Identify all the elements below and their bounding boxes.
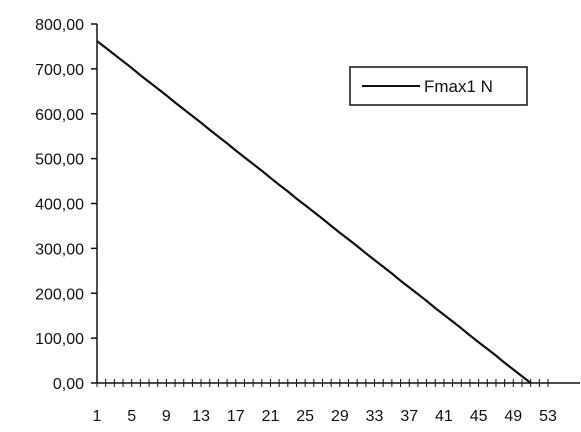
x-tick-label: 1 bbox=[93, 408, 102, 425]
y-tick-label: 100,00 bbox=[35, 331, 84, 348]
series-line-fmax1 bbox=[96, 40, 532, 384]
x-tick-label: 9 bbox=[162, 408, 171, 425]
series-layer bbox=[96, 40, 532, 384]
legend-label-fmax1: Fmax1 N bbox=[424, 77, 493, 96]
x-tick-label: 25 bbox=[296, 408, 314, 425]
y-tick-label: 400,00 bbox=[35, 197, 84, 214]
y-axis: 0,00 100,00 200,00 300,00 400,00 500,00 600,00… bbox=[35, 17, 98, 393]
y-tick-label: 700,00 bbox=[35, 62, 84, 79]
x-axis: 1 5 9 13 17 21 25 29 33 37 41 45 49 53 bbox=[93, 379, 580, 425]
x-tick-label: 29 bbox=[331, 408, 349, 425]
x-tick-label: 53 bbox=[539, 408, 557, 425]
y-tick-label: 200,00 bbox=[35, 286, 84, 303]
x-tick-label: 37 bbox=[400, 408, 418, 425]
x-tick-label: 41 bbox=[435, 408, 453, 425]
x-tick-label: 45 bbox=[470, 408, 488, 425]
x-tick-label: 13 bbox=[192, 408, 210, 425]
y-tick-label: 0,00 bbox=[53, 376, 84, 393]
y-tick-label: 500,00 bbox=[35, 152, 84, 169]
y-tick-label: 600,00 bbox=[35, 107, 84, 124]
x-tick-label: 21 bbox=[262, 408, 280, 425]
y-tick-label: 300,00 bbox=[35, 241, 84, 258]
x-tick-label: 33 bbox=[366, 408, 384, 425]
x-tick-label: 17 bbox=[227, 408, 245, 425]
x-tick-label: 49 bbox=[504, 408, 522, 425]
legend: Fmax1 N bbox=[349, 66, 528, 106]
y-tick-label: 800,00 bbox=[35, 17, 84, 34]
x-tick-label: 5 bbox=[127, 408, 136, 425]
